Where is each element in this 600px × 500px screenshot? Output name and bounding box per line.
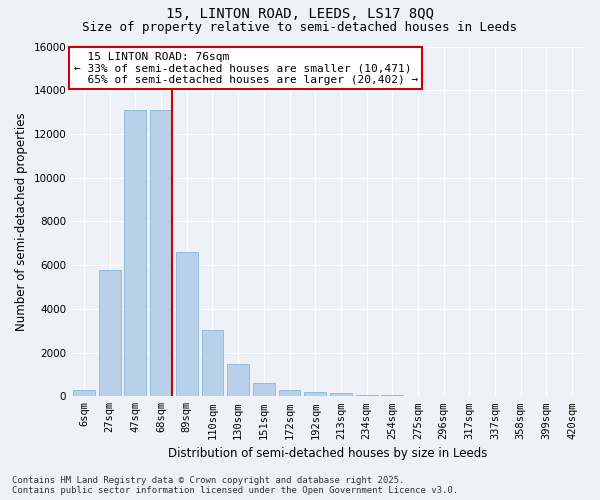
- Bar: [356, 394, 377, 396]
- Text: Size of property relative to semi-detached houses in Leeds: Size of property relative to semi-detach…: [83, 21, 517, 34]
- Bar: [99, 270, 121, 396]
- Text: Contains HM Land Registry data © Crown copyright and database right 2025.
Contai: Contains HM Land Registry data © Crown c…: [12, 476, 458, 495]
- Text: 15, LINTON ROAD, LEEDS, LS17 8QQ: 15, LINTON ROAD, LEEDS, LS17 8QQ: [166, 8, 434, 22]
- Y-axis label: Number of semi-detached properties: Number of semi-detached properties: [15, 112, 28, 330]
- X-axis label: Distribution of semi-detached houses by size in Leeds: Distribution of semi-detached houses by …: [169, 447, 488, 460]
- Bar: [202, 330, 223, 396]
- Bar: [253, 383, 275, 396]
- Bar: [278, 390, 301, 396]
- Bar: [150, 110, 172, 397]
- Bar: [176, 252, 197, 396]
- Bar: [73, 390, 95, 396]
- Bar: [304, 392, 326, 396]
- Bar: [227, 364, 249, 396]
- Text: 15 LINTON ROAD: 76sqm
← 33% of semi-detached houses are smaller (10,471)
  65% o: 15 LINTON ROAD: 76sqm ← 33% of semi-deta…: [74, 52, 418, 85]
- Bar: [330, 394, 352, 396]
- Bar: [124, 110, 146, 397]
- Bar: [382, 395, 403, 396]
